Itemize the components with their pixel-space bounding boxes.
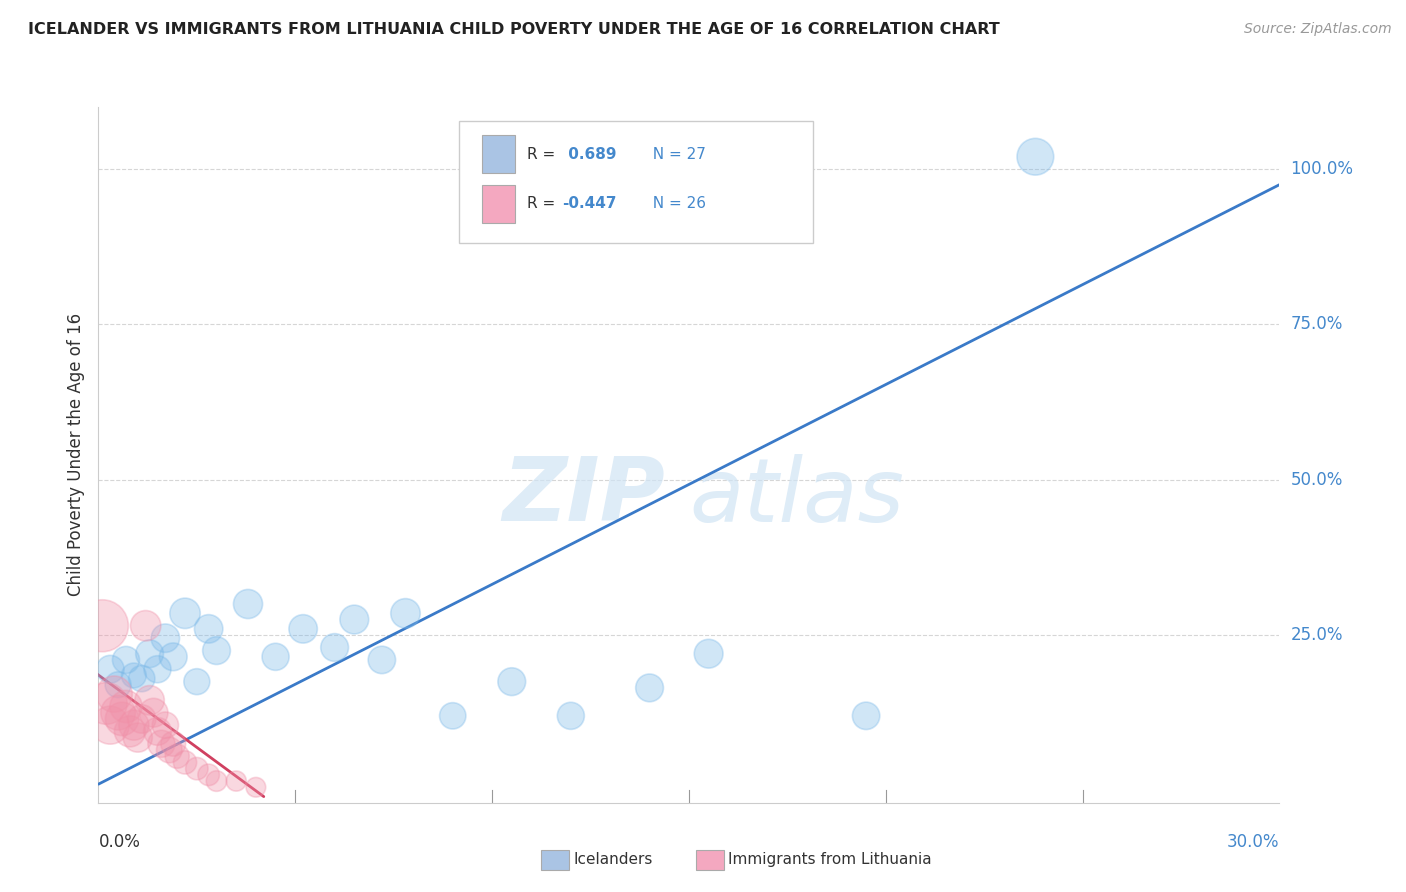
Point [155,718,177,732]
Point [107,678,129,692]
Point [166,749,188,764]
Point [142,706,165,720]
Point [560,708,582,723]
Point [118,724,141,739]
Text: Source: ZipAtlas.com: Source: ZipAtlas.com [1244,22,1392,37]
Text: 50.0%: 50.0% [1291,471,1343,489]
Text: N = 26: N = 26 [643,196,706,211]
Point [146,662,169,676]
Point [135,619,157,633]
Point [174,756,197,770]
Point [155,631,177,645]
Point [225,774,247,789]
Point [394,607,416,621]
Point [638,681,661,695]
Point [323,640,346,655]
Point [162,649,184,664]
Point [115,699,138,714]
Point [264,649,287,664]
Point [343,613,366,627]
Point [98,662,121,676]
Point [150,737,173,751]
Point [186,674,208,689]
Point [197,768,219,782]
Point [197,622,219,636]
Text: R =: R = [527,146,560,161]
Text: R =: R = [527,196,560,211]
Point [138,647,160,661]
Text: atlas: atlas [689,454,904,540]
Point [122,718,145,732]
Point [98,718,121,732]
FancyBboxPatch shape [482,185,516,223]
Text: 75.0%: 75.0% [1291,316,1343,334]
Point [138,693,160,707]
Text: ZIP: ZIP [502,453,665,541]
Point [501,674,523,689]
Text: Immigrants from Lithuania: Immigrants from Lithuania [728,853,932,867]
Text: Icelanders: Icelanders [574,853,652,867]
Point [96,697,118,711]
Point [245,780,267,795]
FancyBboxPatch shape [458,121,813,243]
Point [292,622,315,636]
Point [111,712,134,726]
Point [115,653,138,667]
Point [107,706,129,720]
Point [157,743,180,757]
Text: 30.0%: 30.0% [1227,833,1279,851]
Point [103,687,125,701]
Text: N = 27: N = 27 [643,146,706,161]
FancyBboxPatch shape [482,135,516,173]
Point [371,653,394,667]
Point [91,619,114,633]
Text: ICELANDER VS IMMIGRANTS FROM LITHUANIA CHILD POVERTY UNDER THE AGE OF 16 CORRELA: ICELANDER VS IMMIGRANTS FROM LITHUANIA C… [28,22,1000,37]
Text: 0.689: 0.689 [562,146,616,161]
Point [131,672,153,686]
Point [162,737,184,751]
Y-axis label: Child Poverty Under the Age of 16: Child Poverty Under the Age of 16 [66,313,84,597]
Point [205,774,228,789]
Point [186,762,208,776]
Point [131,712,153,726]
Point [205,643,228,657]
Text: 0.0%: 0.0% [98,833,141,851]
Point [236,597,259,611]
Point [122,668,145,682]
Point [441,708,464,723]
Text: 25.0%: 25.0% [1291,626,1343,644]
Point [146,724,169,739]
Point [1024,150,1046,164]
Point [855,708,877,723]
Point [174,607,197,621]
Point [697,647,720,661]
Text: 100.0%: 100.0% [1291,161,1354,178]
Point [127,731,149,745]
Text: -0.447: -0.447 [562,196,617,211]
